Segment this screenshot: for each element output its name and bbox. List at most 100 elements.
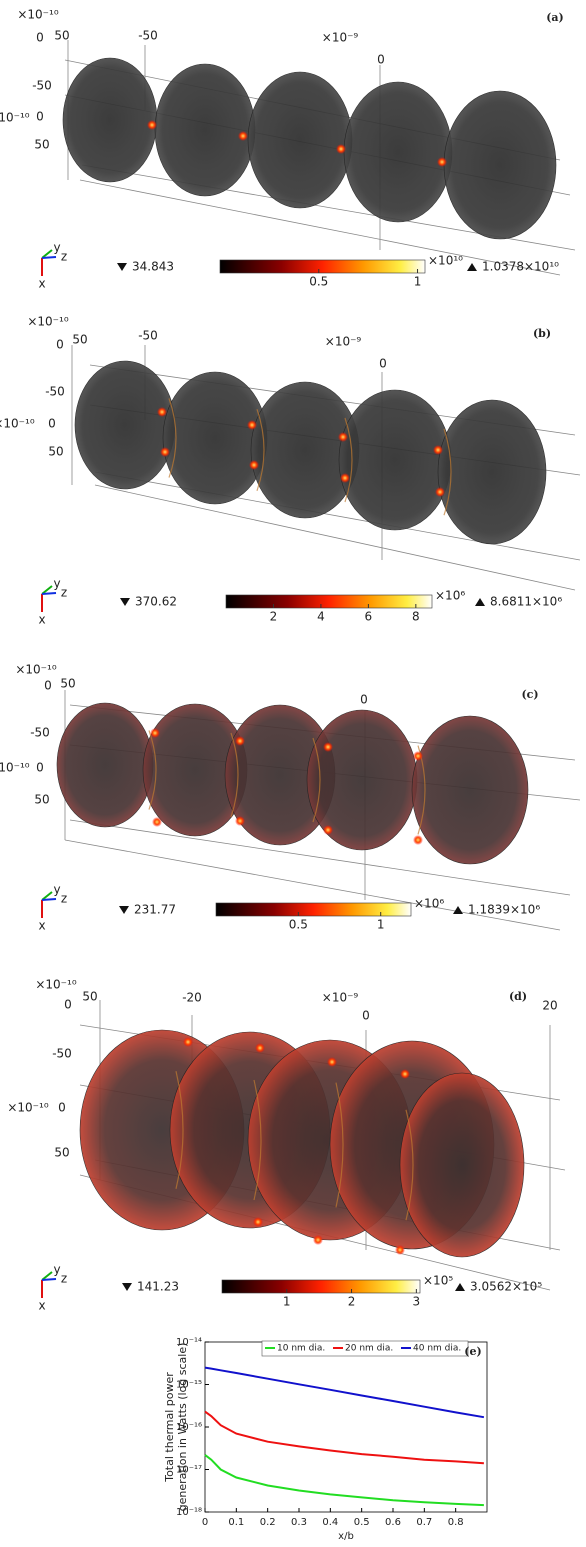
particle bbox=[63, 58, 157, 182]
colorbar bbox=[222, 1280, 420, 1293]
axis-tick-label: 0 bbox=[58, 1101, 66, 1115]
triad-label: y bbox=[53, 883, 60, 897]
axis-tick-label: 50 bbox=[82, 990, 97, 1004]
colorbar bbox=[216, 903, 411, 916]
panel-label: (c) bbox=[521, 688, 538, 701]
colorbar-tick-label: 2 bbox=[270, 610, 278, 624]
colorbar-exponent: ×10⁵ bbox=[423, 1274, 453, 1288]
colorbar-max: 8.6811×10⁶ bbox=[490, 595, 562, 609]
colorbar-tick-label: 6 bbox=[365, 610, 373, 624]
triad-label: x bbox=[38, 613, 45, 627]
axis-tick-label: 0 bbox=[379, 357, 387, 371]
triad-label: z bbox=[61, 892, 67, 906]
legend-label: 20 nm dia. bbox=[345, 1344, 393, 1354]
particle bbox=[75, 361, 175, 489]
legend-label: 10 nm dia. bbox=[277, 1344, 325, 1354]
particle bbox=[155, 64, 255, 196]
triad-z bbox=[42, 899, 56, 900]
triad-z bbox=[42, 593, 56, 594]
axis-tick-label: 0 bbox=[48, 417, 56, 431]
triad-z bbox=[42, 257, 56, 258]
axis-tick-label: ×10⁻¹⁰ bbox=[35, 978, 76, 992]
colorbar-min: 231.77 bbox=[134, 903, 176, 917]
colorbar-tick-label: 0.5 bbox=[289, 918, 308, 932]
hot-spot bbox=[238, 131, 248, 141]
x-tick-label: 0 bbox=[202, 1517, 208, 1528]
axis-tick-label: ×10⁻⁹ bbox=[322, 31, 359, 45]
panel-label: (b) bbox=[533, 327, 551, 340]
max-marker bbox=[475, 598, 485, 606]
axis-tick-label: 0 bbox=[360, 693, 368, 707]
axis-tick-label: 50 bbox=[34, 793, 49, 807]
colorbar-tick-label: 1 bbox=[377, 918, 385, 932]
plot-area bbox=[205, 1342, 487, 1512]
axis-tick-label: -50 bbox=[30, 726, 50, 740]
axis-tick-label: -50 bbox=[32, 79, 52, 93]
colorbar-max: 1.0378×10¹⁰ bbox=[482, 260, 559, 274]
hot-spot bbox=[340, 473, 350, 483]
particle bbox=[438, 400, 546, 544]
colorbar-tick-label: 1 bbox=[283, 1295, 291, 1309]
particle bbox=[248, 72, 352, 208]
panel-label: (e) bbox=[464, 1345, 481, 1358]
axis-tick-label: 0 bbox=[36, 31, 44, 45]
particle bbox=[344, 82, 452, 222]
axis-tick-label: -20 bbox=[182, 991, 202, 1005]
hot-spot bbox=[183, 1037, 193, 1047]
axis-tick-label: 0 bbox=[362, 1009, 370, 1023]
panel-label: (d) bbox=[509, 990, 527, 1003]
triad-label: z bbox=[61, 1272, 67, 1286]
particle bbox=[412, 716, 528, 864]
min-marker bbox=[117, 263, 127, 271]
x-tick-label: 0.3 bbox=[291, 1517, 307, 1528]
min-marker bbox=[119, 906, 129, 914]
hot-spot bbox=[253, 1217, 263, 1227]
max-marker bbox=[453, 906, 463, 914]
colorbar-tick-label: 8 bbox=[412, 610, 420, 624]
axis-tick-label: 50 bbox=[54, 1146, 69, 1160]
triad-label: x bbox=[38, 1299, 45, 1313]
axis-tick-label: ×10⁻⁹ bbox=[325, 335, 362, 349]
hot-spot bbox=[338, 432, 348, 442]
y-axis-title: generation in Watts (log scale) bbox=[176, 1343, 189, 1512]
colorbar bbox=[220, 260, 425, 273]
hot-spot bbox=[437, 157, 447, 167]
axis-tick-label: 50 bbox=[60, 677, 75, 691]
axis-tick-label: ×10⁻⁹ bbox=[322, 991, 359, 1005]
colorbar-min: 370.62 bbox=[135, 595, 177, 609]
hot-spot bbox=[395, 1245, 405, 1255]
axis-tick-label: 50 bbox=[34, 138, 49, 152]
triad-label: y bbox=[53, 577, 60, 591]
axis-tick-label: ×10⁻¹⁰ bbox=[0, 417, 35, 431]
hot-spot bbox=[433, 445, 443, 455]
axis-tick-label: 50 bbox=[72, 333, 87, 347]
triad-label: x bbox=[38, 277, 45, 291]
colorbar-exponent: ×10⁶ bbox=[435, 589, 465, 603]
colorbar-tick-label: 0.5 bbox=[309, 275, 328, 289]
colorbar-min: 34.843 bbox=[132, 260, 174, 274]
particle bbox=[163, 372, 267, 504]
colorbar-tick-label: 3 bbox=[413, 1295, 421, 1309]
x-tick-label: 0.7 bbox=[416, 1517, 432, 1528]
particle bbox=[57, 703, 153, 827]
axis-tick-label: 0 bbox=[36, 110, 44, 124]
axis-tick-label: 0 bbox=[44, 679, 52, 693]
axis-tick-label: ×10⁻¹⁰ bbox=[17, 8, 58, 22]
x-tick-label: 0.6 bbox=[385, 1517, 401, 1528]
hot-spot bbox=[336, 144, 346, 154]
hot-spot bbox=[435, 487, 445, 497]
axis-tick-label: 0 bbox=[56, 338, 64, 352]
x-tick-label: 0.2 bbox=[260, 1517, 276, 1528]
triad-label: x bbox=[38, 919, 45, 933]
render-panel: ×10⁻¹⁰050-50×10⁻⁹0-50×10⁻¹⁰050(b)xyz2468… bbox=[0, 315, 580, 627]
colorbar-tick-label: 2 bbox=[348, 1295, 356, 1309]
axis-tick-label: 10⁻¹⁰ bbox=[0, 761, 30, 775]
axis-tick-label: 20 bbox=[542, 999, 557, 1013]
hot-spot bbox=[323, 742, 333, 752]
x-tick-label: 0.4 bbox=[322, 1517, 338, 1528]
hot-spot bbox=[147, 120, 157, 130]
max-marker bbox=[455, 1283, 465, 1291]
x-axis-title: x/b bbox=[338, 1531, 354, 1542]
triad-label: y bbox=[53, 241, 60, 255]
